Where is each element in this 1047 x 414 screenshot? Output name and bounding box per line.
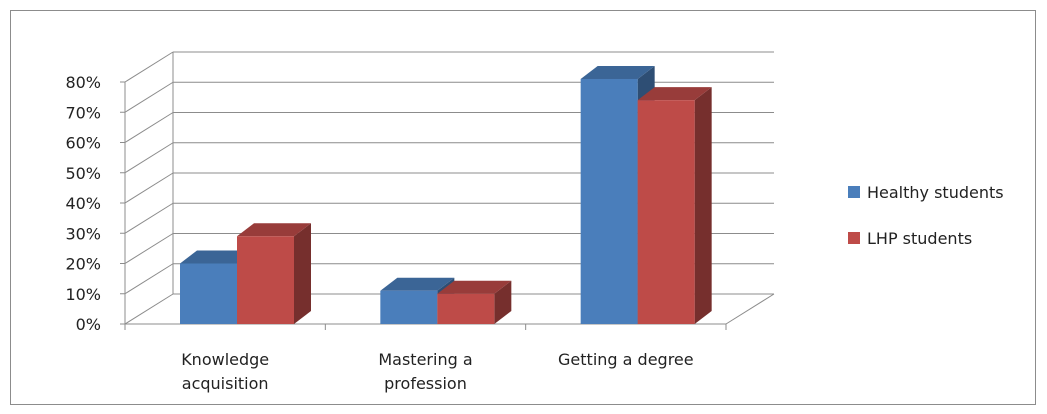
bar-top-face: [580, 65, 655, 79]
legend-swatch: [848, 186, 860, 198]
category-label-line: profession: [384, 374, 467, 393]
bar-side-face: [294, 223, 311, 324]
bar-top-face: [637, 87, 712, 101]
category-label: Mastering a profession: [378, 350, 472, 393]
bar-front-face: [580, 78, 638, 324]
category-label-line: Mastering a: [378, 350, 472, 369]
labels-layer: 0% 10% 20% 30% 40% 50% 60% 70% 80% Knowledge acqui…: [65, 73, 693, 393]
gridline-side: [124, 202, 174, 234]
floor-right-edge: [725, 293, 775, 325]
legend-swatch: [848, 232, 860, 244]
category-label: Getting a degree: [558, 350, 694, 369]
bar-top-face: [237, 223, 311, 237]
bar-front-face: [180, 263, 237, 324]
gridline-side: [124, 51, 174, 83]
y-tick-label: 10%: [65, 285, 101, 304]
gridline-side: [124, 142, 174, 174]
gridline-side: [124, 293, 174, 325]
category-label: Knowledge acquisition: [181, 350, 269, 393]
bar: [637, 87, 712, 325]
legend-label: Healthy students: [867, 183, 1004, 202]
gridline-side: [124, 172, 174, 204]
bars-layer: [180, 65, 712, 325]
bar-front-face: [437, 293, 495, 324]
y-tick-label: 80%: [65, 73, 101, 92]
bar-top-face: [180, 250, 254, 264]
bar-top-face: [437, 280, 512, 294]
bar-front-face: [637, 100, 695, 325]
gridline-side: [124, 112, 174, 143]
category-label-line: acquisition: [182, 374, 269, 393]
bar: [437, 280, 512, 324]
bar: [237, 223, 311, 324]
category-label-line: Getting a degree: [558, 350, 694, 369]
y-tick-label: 60%: [65, 134, 101, 153]
chart-frame: [10, 10, 1036, 405]
legend-label: LHP students: [867, 229, 972, 248]
bar-top-face: [380, 277, 455, 291]
y-tick-label: 70%: [65, 103, 101, 122]
gridline-side: [124, 263, 174, 295]
bar-side-face: [494, 280, 512, 324]
y-tick-label: 50%: [65, 164, 101, 183]
y-tick-label: 20%: [65, 255, 101, 274]
y-tick-label: 0%: [76, 315, 101, 334]
y-tick-label: 30%: [65, 224, 101, 243]
bar-front-face: [237, 236, 294, 324]
bar-side-face: [694, 87, 712, 325]
gridline-side: [124, 81, 174, 113]
category-label-line: Knowledge: [181, 350, 269, 369]
y-tick-label: 40%: [65, 194, 101, 213]
bar-front-face: [380, 290, 438, 324]
legend: Healthy students LHP students: [848, 183, 1004, 248]
gridline-side: [124, 233, 174, 264]
